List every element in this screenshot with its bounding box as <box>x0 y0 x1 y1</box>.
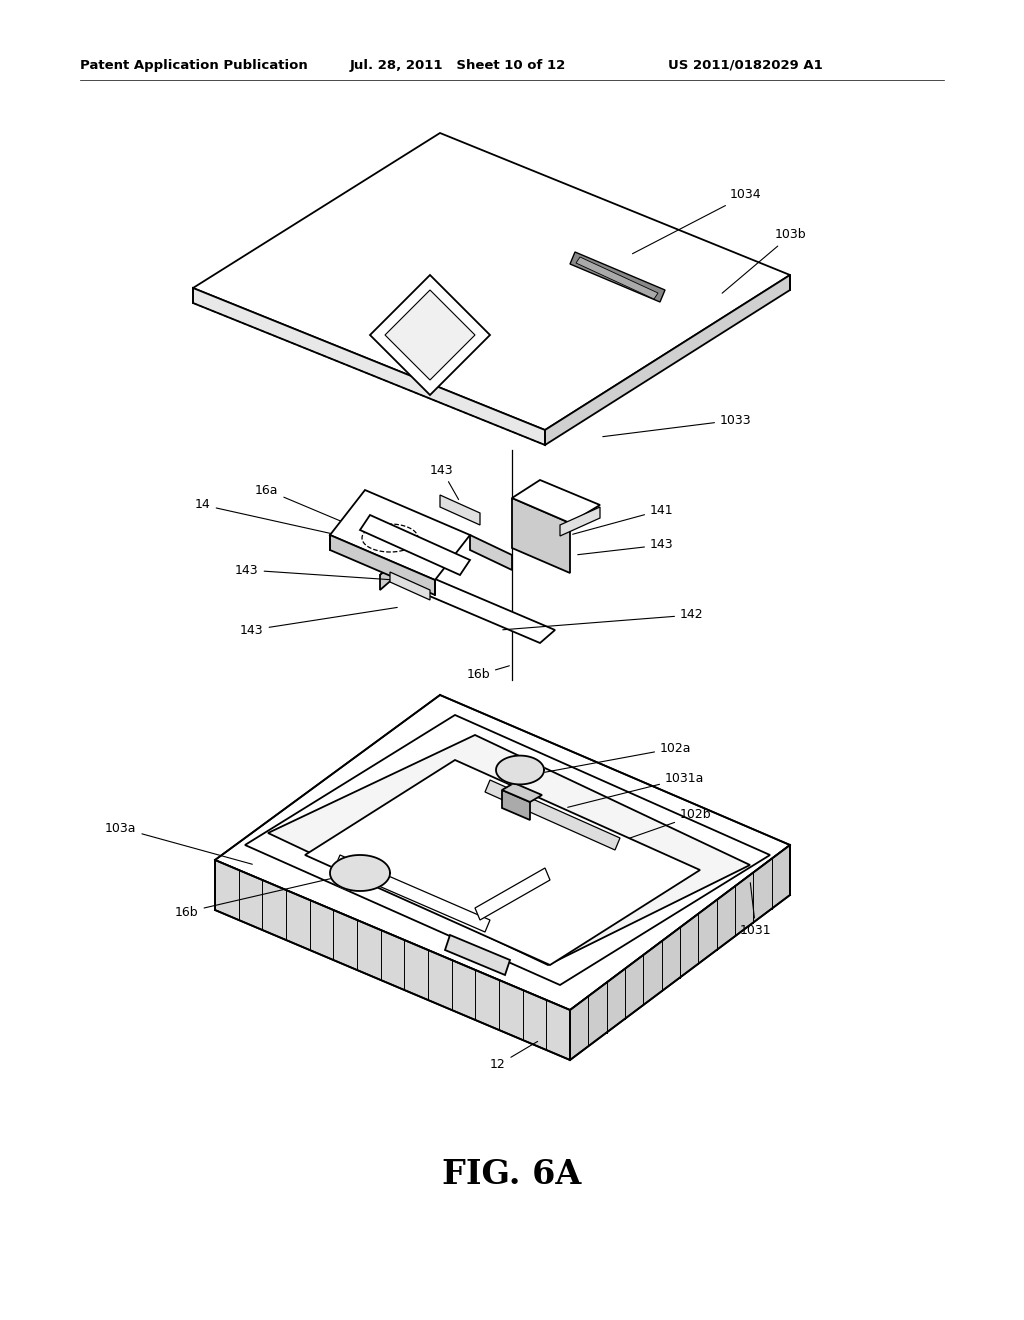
Text: 103a: 103a <box>105 821 252 865</box>
Polygon shape <box>496 755 544 784</box>
Text: 1031: 1031 <box>740 883 772 936</box>
Text: 102b: 102b <box>612 808 712 843</box>
Text: 141: 141 <box>572 503 674 535</box>
Polygon shape <box>193 133 790 430</box>
Polygon shape <box>380 562 395 590</box>
Polygon shape <box>440 495 480 525</box>
Polygon shape <box>385 290 475 380</box>
Text: 143: 143 <box>234 564 392 579</box>
Polygon shape <box>215 696 790 1010</box>
Polygon shape <box>470 535 512 570</box>
Polygon shape <box>335 855 490 932</box>
Polygon shape <box>575 257 658 300</box>
Text: 143: 143 <box>578 539 674 554</box>
Polygon shape <box>570 845 790 1060</box>
Text: 16a: 16a <box>255 483 347 524</box>
Polygon shape <box>390 572 430 601</box>
Text: 1034: 1034 <box>633 189 762 253</box>
Polygon shape <box>380 562 555 643</box>
Polygon shape <box>268 735 750 965</box>
Text: US 2011/0182029 A1: US 2011/0182029 A1 <box>668 58 822 71</box>
Text: 143: 143 <box>430 463 459 499</box>
Polygon shape <box>330 490 470 579</box>
Text: 16b: 16b <box>175 874 352 919</box>
Text: 12: 12 <box>490 1041 538 1072</box>
Polygon shape <box>512 480 600 523</box>
Polygon shape <box>193 288 545 445</box>
Polygon shape <box>370 275 490 395</box>
Text: Patent Application Publication: Patent Application Publication <box>80 58 308 71</box>
Text: 142: 142 <box>503 609 703 630</box>
Text: 102a: 102a <box>532 742 691 775</box>
Text: FIG. 6A: FIG. 6A <box>442 1159 582 1192</box>
Text: 143: 143 <box>240 607 397 636</box>
Text: 14: 14 <box>195 499 357 540</box>
Polygon shape <box>360 515 470 576</box>
Polygon shape <box>215 861 570 1060</box>
Polygon shape <box>570 252 665 302</box>
Polygon shape <box>330 535 435 595</box>
Text: 103b: 103b <box>722 228 807 293</box>
Polygon shape <box>485 780 620 850</box>
Polygon shape <box>445 935 510 975</box>
Text: 16b: 16b <box>466 665 509 681</box>
Text: 1031a: 1031a <box>567 771 705 808</box>
Polygon shape <box>512 498 570 573</box>
Polygon shape <box>502 783 542 803</box>
Polygon shape <box>545 275 790 445</box>
Polygon shape <box>475 869 550 920</box>
Text: 1033: 1033 <box>603 413 752 437</box>
Text: Jul. 28, 2011   Sheet 10 of 12: Jul. 28, 2011 Sheet 10 of 12 <box>350 58 566 71</box>
Polygon shape <box>330 855 390 891</box>
Polygon shape <box>305 760 700 965</box>
Polygon shape <box>245 715 770 985</box>
Polygon shape <box>560 507 600 536</box>
Polygon shape <box>502 789 530 820</box>
